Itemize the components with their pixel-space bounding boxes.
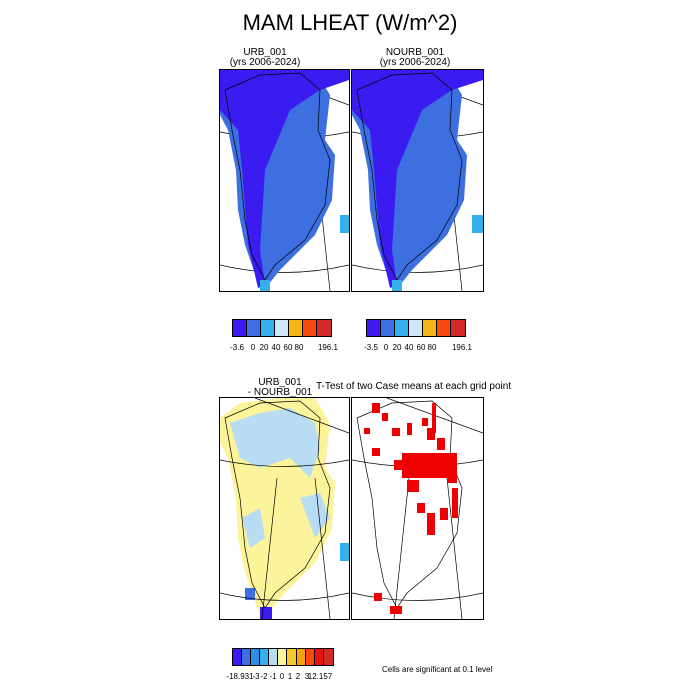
colorbar-label: 20	[392, 343, 402, 352]
colorbar-swatch	[261, 320, 275, 336]
colorbar-label: 60	[416, 343, 426, 352]
coastline	[356, 400, 463, 609]
panel-title-nourb-line1: NOURB_001	[385, 47, 445, 58]
colorbar-swatch	[437, 320, 451, 336]
colorbar-label: 196.1	[317, 343, 339, 352]
colorbar-label: 80	[427, 343, 437, 352]
colorbar-swatch	[395, 320, 409, 336]
map-panel-diff	[219, 397, 350, 620]
colorbar-label: 40	[271, 343, 281, 352]
colorbar-swatch	[367, 320, 381, 336]
colorbar-swatch	[275, 320, 289, 336]
colorbar-label: 0	[279, 672, 285, 681]
colorbar-swatch	[423, 320, 437, 336]
colorbar-label: 40	[404, 343, 414, 352]
map-urb	[220, 70, 349, 291]
significant-cells	[364, 403, 458, 614]
colorbar-label: -3.6	[230, 343, 244, 352]
colorbar-swatch	[269, 649, 279, 665]
colorbar-label: 20	[259, 343, 269, 352]
map-nourb	[352, 70, 483, 291]
colorbar-nourb	[366, 319, 466, 337]
panel-title-nourb: NOURB_001 (yrs 2006-2024)	[360, 48, 470, 68]
main-title: MAM LHEAT (W/m^2)	[242, 10, 458, 35]
greenland-fill	[352, 70, 483, 291]
colorbar-label: -18.931	[226, 672, 254, 681]
colorbar-swatch	[233, 320, 247, 336]
map-panel-urb	[219, 69, 350, 292]
panel-title-nourb-line2: (yrs 2006-2024)	[379, 57, 451, 68]
colorbar-label: -3	[252, 672, 260, 681]
map-panel-nourb	[351, 69, 484, 292]
colorbar-swatch	[303, 320, 317, 336]
colorbar-label: 80	[294, 343, 304, 352]
colorbar-label: 60	[283, 343, 293, 352]
colorbar-swatch	[251, 649, 261, 665]
colorbar-swatch	[296, 649, 306, 665]
colorbar-swatch	[409, 320, 423, 336]
colorbar-swatch	[278, 649, 288, 665]
panel-title-urb: URB_001 (yrs 2006-2024)	[215, 48, 315, 68]
colorbar-swatch	[260, 649, 270, 665]
colorbar-swatch	[317, 320, 331, 336]
map-panel-ttest	[351, 397, 484, 620]
colorbar-label: 2	[295, 672, 301, 681]
colorbar-label: 0	[383, 343, 389, 352]
colorbar-swatch	[233, 649, 243, 665]
coastline	[356, 72, 463, 281]
greenland-fill	[220, 70, 349, 291]
greenland-fill	[220, 398, 349, 619]
map-diff	[220, 398, 349, 619]
panel-title-ttest: T-Test of two Case means at each grid po…	[316, 381, 512, 392]
colorbar-swatch	[305, 649, 315, 665]
significance-note: Cells are significant at 0.1 level	[382, 665, 493, 674]
colorbar-label: -2	[260, 672, 268, 681]
colorbar-swatch	[323, 649, 333, 665]
colorbar-swatch	[289, 320, 303, 336]
colorbar-swatch	[451, 320, 465, 336]
panel-title-urb-line2: (yrs 2006-2024)	[229, 57, 301, 68]
colorbar-urb	[232, 319, 332, 337]
coastline	[224, 72, 331, 281]
panel-title-diff: URB_001 - NOURB_001	[230, 378, 330, 398]
colorbar-swatch	[381, 320, 395, 336]
colorbar-label: 0	[250, 343, 256, 352]
colorbar-label: 3	[304, 672, 310, 681]
panel-title-diff-line2: - NOURB_001	[247, 387, 313, 398]
colorbar-label: 196.1	[451, 343, 473, 352]
colorbar-label: -1	[269, 672, 277, 681]
colorbar-swatch	[287, 649, 297, 665]
coastline	[224, 400, 331, 609]
colorbar-label: 1	[287, 672, 293, 681]
colorbar-diff	[232, 648, 334, 666]
colorbar-swatch	[242, 649, 252, 665]
map-ttest	[352, 398, 483, 619]
panel-title-urb-line1: URB_001	[243, 47, 287, 58]
graticule	[220, 398, 349, 619]
colorbar-label: -3.5	[364, 343, 378, 352]
colorbar-swatch	[314, 649, 324, 665]
colorbar-swatch	[247, 320, 261, 336]
panel-title-diff-line1: URB_001	[258, 377, 302, 388]
colorbar-label: 12.157	[307, 672, 333, 681]
